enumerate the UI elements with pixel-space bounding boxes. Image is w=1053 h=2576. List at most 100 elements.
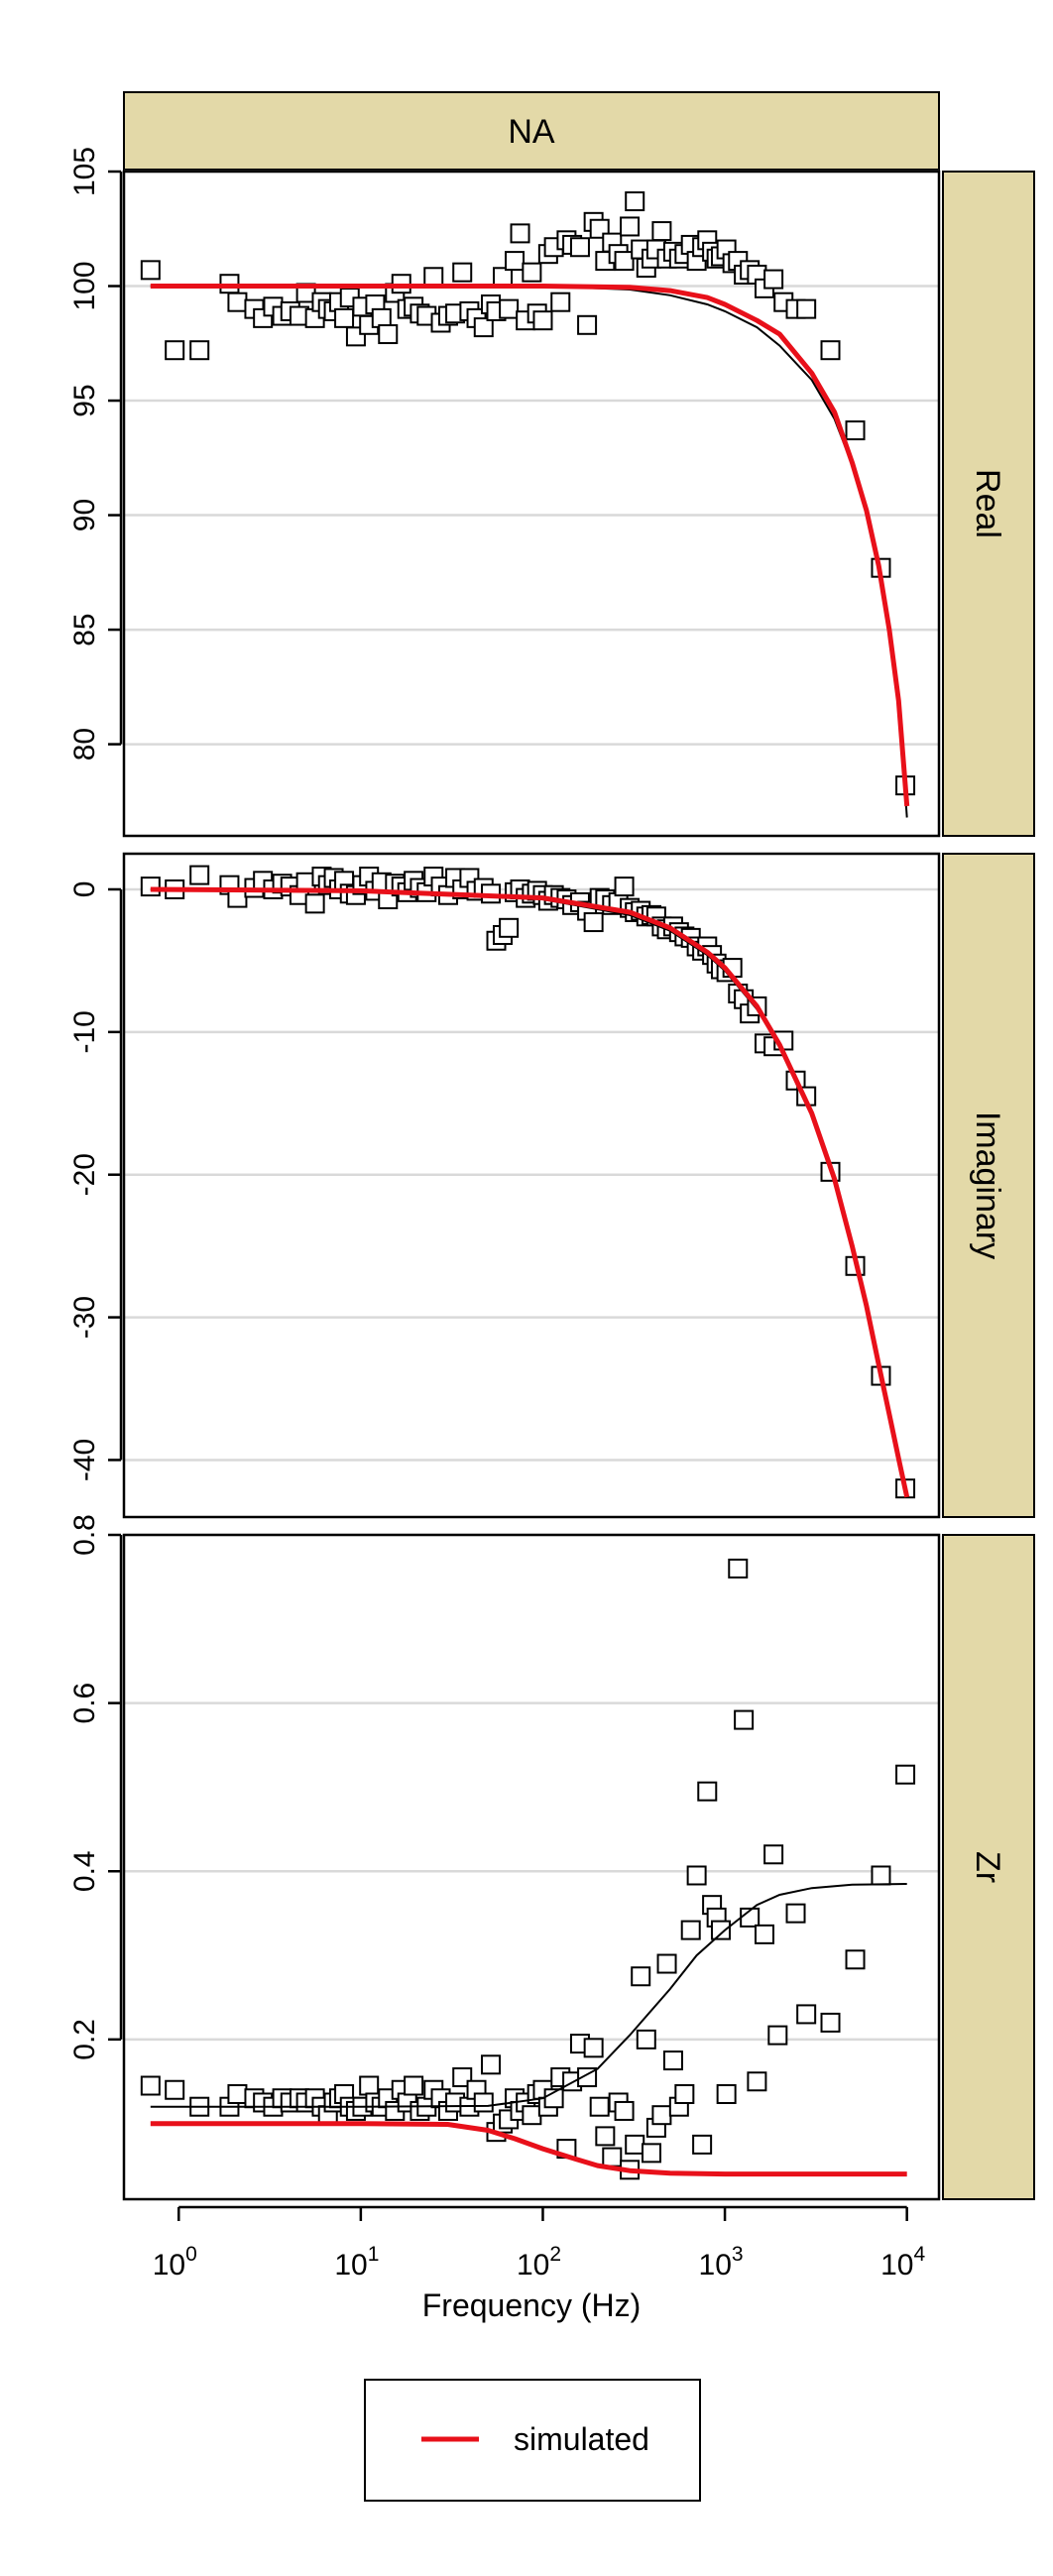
data-point bbox=[845, 420, 866, 441]
data-point bbox=[620, 216, 641, 237]
data-point bbox=[680, 1920, 701, 1940]
panel-data bbox=[140, 191, 916, 818]
data-point bbox=[754, 1924, 774, 1944]
data-point bbox=[550, 292, 571, 312]
data-point bbox=[614, 2100, 635, 2121]
data-point bbox=[625, 191, 645, 212]
x-tick-label: 104 bbox=[880, 2243, 925, 2282]
data-point bbox=[334, 307, 355, 328]
column-strip: NA bbox=[123, 91, 940, 171]
data-point bbox=[728, 1558, 749, 1579]
data-point bbox=[532, 310, 553, 331]
data-point bbox=[796, 298, 817, 319]
data-point bbox=[820, 2012, 841, 2033]
data-point bbox=[378, 324, 399, 345]
y-tick-label: 80 bbox=[68, 728, 101, 761]
data-point bbox=[796, 2004, 817, 2025]
data-point bbox=[404, 2075, 424, 2096]
y-tick-label: 0.2 bbox=[68, 2019, 101, 2060]
y-tick-label: -40 bbox=[68, 1439, 101, 1481]
data-point bbox=[140, 877, 161, 897]
data-point bbox=[895, 1764, 916, 1785]
data-point bbox=[189, 340, 210, 361]
y-tick-label: 95 bbox=[68, 384, 101, 416]
data-point bbox=[227, 2083, 248, 2104]
data-point bbox=[577, 314, 598, 335]
panels: 80 85 90 95 100 105 Real -40 -30 -20 -10 0 Imaginary… bbox=[68, 147, 1035, 2201]
row-strip bbox=[942, 1534, 1035, 2200]
column-strip-background bbox=[123, 91, 940, 171]
data-point bbox=[767, 2025, 788, 2046]
data-point bbox=[692, 2134, 713, 2155]
y-tick-label: 105 bbox=[68, 147, 101, 196]
data-point bbox=[820, 340, 841, 361]
data-point bbox=[304, 893, 325, 914]
data-point bbox=[602, 2147, 623, 2167]
x-axis-title: Frequency (Hz) bbox=[422, 2287, 642, 2323]
data-point bbox=[140, 260, 161, 281]
legend-simulated-label: simulated bbox=[514, 2421, 649, 2457]
data-point bbox=[595, 2126, 616, 2147]
data-point bbox=[189, 865, 210, 885]
data-point bbox=[614, 251, 635, 272]
y-tick-label: -30 bbox=[68, 1296, 101, 1339]
data-point bbox=[747, 2071, 767, 2092]
data-point bbox=[140, 2075, 161, 2096]
data-point bbox=[452, 262, 473, 283]
data-point bbox=[651, 221, 672, 242]
panel-data bbox=[140, 1558, 916, 2180]
x-tick-label: 101 bbox=[334, 2243, 379, 2282]
y-tick-label: 90 bbox=[68, 499, 101, 531]
data-point bbox=[589, 2096, 610, 2117]
data-point bbox=[845, 1949, 866, 1970]
data-point bbox=[625, 2134, 645, 2155]
data-point bbox=[499, 298, 520, 319]
data-point bbox=[710, 1920, 731, 1940]
y-tick-label: 100 bbox=[68, 261, 101, 310]
legend-box bbox=[364, 2379, 701, 2502]
row-strip bbox=[942, 171, 1035, 837]
panel-border bbox=[122, 852, 941, 1519]
data-point bbox=[505, 251, 526, 272]
simulated-line bbox=[150, 886, 910, 1498]
legend: simulated bbox=[364, 2379, 701, 2502]
data-point bbox=[583, 2038, 604, 2058]
data-point bbox=[227, 292, 248, 312]
row-strip-label: Imaginary bbox=[969, 1112, 1006, 1259]
row-strip-label: Real bbox=[969, 469, 1006, 538]
data-point bbox=[522, 262, 542, 283]
row-strip-label: Zr bbox=[969, 1851, 1006, 1883]
data-point bbox=[734, 1709, 755, 1730]
data-point bbox=[642, 2143, 662, 2164]
x-axis: 100 101 102 103 104 bbox=[153, 2205, 926, 2282]
panel-imaginary: -40 -30 -20 -10 0 Imaginary bbox=[68, 852, 1035, 1519]
data-point bbox=[423, 267, 444, 288]
data-point bbox=[636, 2029, 656, 2049]
simulated-line bbox=[150, 284, 910, 807]
data-point bbox=[569, 237, 590, 258]
x-tick-label: 103 bbox=[699, 2243, 744, 2282]
y-tick-label: -20 bbox=[68, 1153, 101, 1196]
data-point bbox=[716, 2083, 737, 2104]
data-point bbox=[165, 340, 185, 361]
data-point bbox=[686, 1865, 707, 1886]
y-tick-label: 0 bbox=[68, 881, 101, 898]
data-point bbox=[583, 912, 604, 933]
data-point bbox=[481, 2054, 502, 2075]
row-strip bbox=[942, 853, 1035, 1518]
data-point bbox=[651, 2105, 672, 2126]
column-strip-label: NA bbox=[508, 113, 555, 151]
data-point bbox=[473, 2092, 494, 2113]
data-point bbox=[656, 1953, 677, 1974]
x-tick-label: 100 bbox=[153, 2243, 197, 2282]
data-point bbox=[522, 2105, 542, 2126]
data-point bbox=[763, 1844, 784, 1865]
fit-line bbox=[150, 1883, 907, 2108]
data-point bbox=[785, 1903, 806, 1924]
data-point bbox=[499, 917, 520, 938]
data-point bbox=[614, 877, 635, 897]
y-tick-label: 85 bbox=[68, 613, 101, 645]
panel-background bbox=[124, 854, 939, 1517]
panel-border bbox=[122, 170, 941, 838]
